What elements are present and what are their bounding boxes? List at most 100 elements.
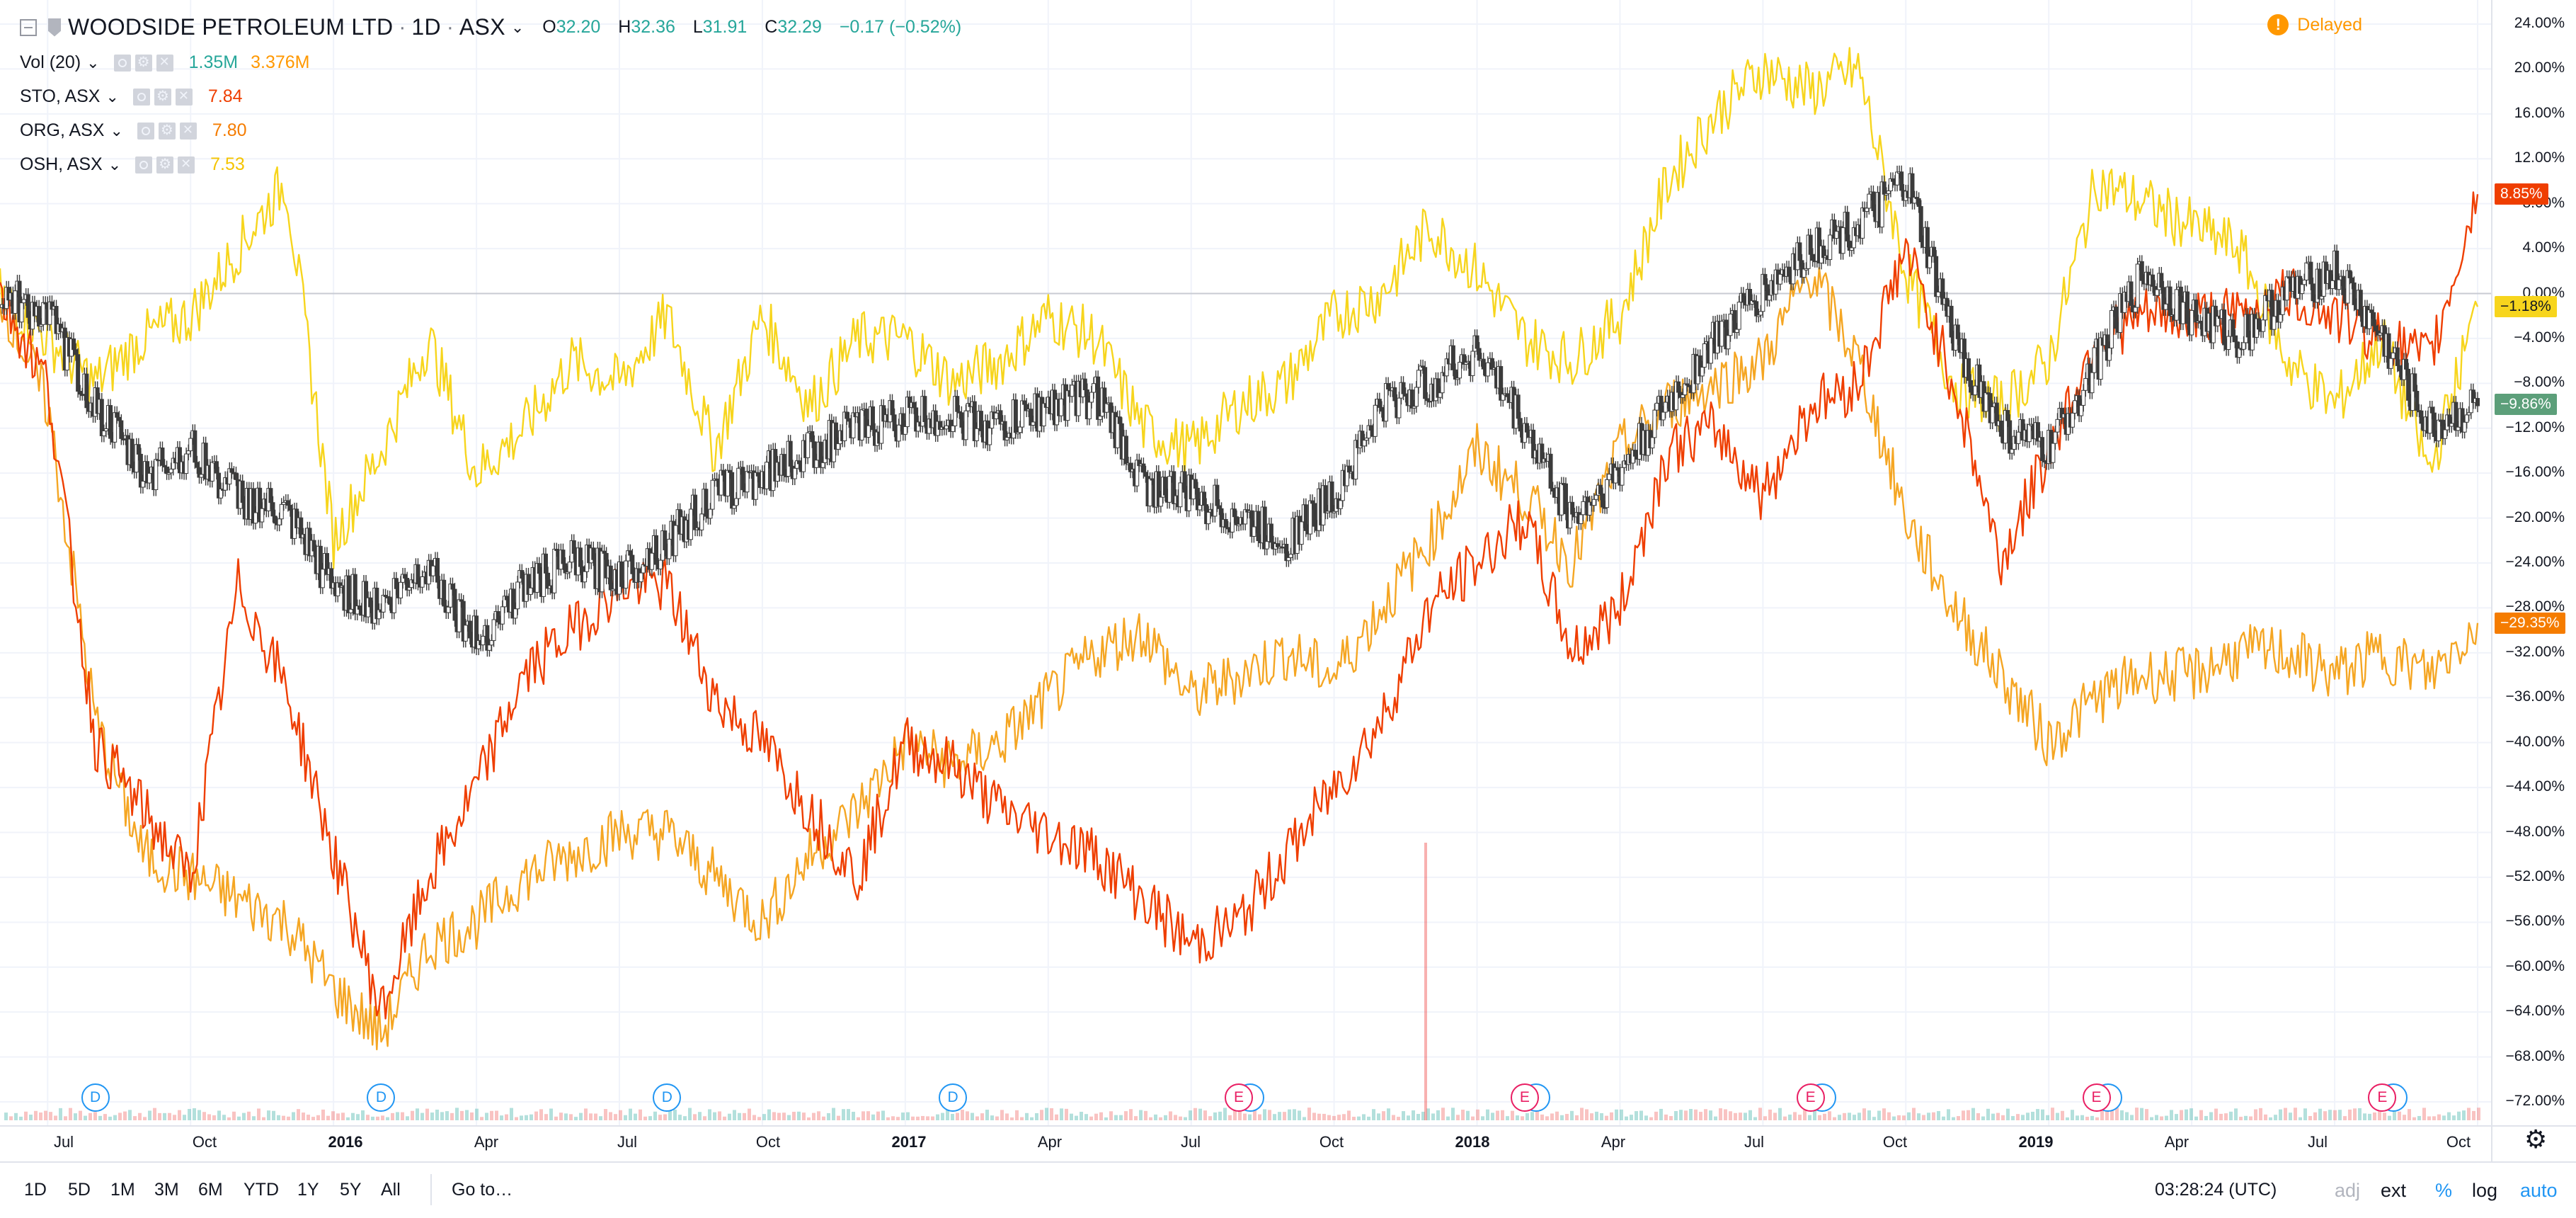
volume-bar bbox=[2279, 1109, 2282, 1120]
chevron-down-icon[interactable]: ⌄ bbox=[510, 18, 525, 36]
gear-icon[interactable] bbox=[134, 53, 152, 72]
last-value-badge: −9.86% bbox=[2495, 393, 2557, 415]
volume-bar bbox=[668, 1108, 672, 1120]
study-buttons bbox=[135, 155, 199, 173]
range-button-5d[interactable]: 5D bbox=[68, 1180, 91, 1200]
volume-bar bbox=[1372, 1109, 1375, 1120]
candle-body bbox=[1548, 453, 1553, 489]
time-tick-label: Oct bbox=[755, 1133, 781, 1151]
volume-bar bbox=[2100, 1110, 2104, 1120]
candle-body bbox=[600, 550, 605, 593]
close-icon[interactable] bbox=[156, 54, 173, 72]
chevron-down-icon[interactable]: ⌄ bbox=[105, 87, 119, 106]
delayed-status[interactable]: ! Delayed bbox=[2267, 14, 2362, 35]
close-icon[interactable] bbox=[179, 122, 197, 140]
study-name[interactable]: ORG, ASX bbox=[20, 120, 105, 140]
close-icon[interactable] bbox=[175, 88, 193, 106]
adj-toggle[interactable]: adj bbox=[2335, 1180, 2361, 1201]
volume-bar bbox=[827, 1112, 830, 1120]
earnings-marker[interactable]: E bbox=[2368, 1083, 2397, 1112]
dividend-marker[interactable]: D bbox=[939, 1083, 968, 1112]
eye-icon[interactable] bbox=[132, 88, 150, 106]
collapse-legend-button[interactable] bbox=[20, 18, 37, 36]
range-button-6m[interactable]: 6M bbox=[198, 1180, 223, 1200]
price-tick-label: −68.00% bbox=[2505, 1047, 2565, 1064]
candle-body bbox=[1288, 554, 1293, 558]
earnings-marker[interactable]: E bbox=[1796, 1083, 1825, 1112]
study-legend-row[interactable]: Vol (20) ⌄ 1.35M 3.376M bbox=[20, 52, 322, 73]
eye-icon[interactable] bbox=[113, 54, 131, 72]
chevron-down-icon[interactable]: ⌄ bbox=[108, 155, 122, 173]
clock-label[interactable]: 03:28:24 (UTC) bbox=[2155, 1180, 2277, 1200]
chevron-down-icon[interactable]: ⌄ bbox=[86, 53, 100, 72]
earnings-marker[interactable]: E bbox=[1510, 1083, 1539, 1112]
earnings-marker[interactable]: E bbox=[2082, 1083, 2111, 1112]
candle-body bbox=[1910, 173, 1915, 204]
gear-icon[interactable] bbox=[158, 121, 176, 140]
auto-toggle[interactable]: auto bbox=[2520, 1180, 2558, 1201]
volume-bar bbox=[1045, 1108, 1048, 1120]
study-name[interactable]: OSH, ASX bbox=[20, 154, 103, 174]
volume-bar bbox=[2363, 1113, 2366, 1120]
gear-icon[interactable]: ⚙ bbox=[2524, 1125, 2548, 1154]
close-icon[interactable] bbox=[178, 156, 195, 173]
gear-icon[interactable] bbox=[154, 87, 171, 106]
candle-body bbox=[630, 554, 635, 574]
volume-bar bbox=[614, 1114, 617, 1120]
candle-body bbox=[1338, 500, 1343, 509]
goto-button[interactable]: Go to… bbox=[452, 1180, 513, 1200]
volume-bar bbox=[1753, 1117, 1757, 1120]
candle-body bbox=[866, 425, 871, 438]
range-button-1d[interactable]: 1D bbox=[24, 1180, 47, 1200]
study-name[interactable]: Vol (20) bbox=[20, 52, 81, 72]
range-button-1y[interactable]: 1Y bbox=[297, 1180, 319, 1200]
volume-bar bbox=[975, 1116, 979, 1120]
volume-bar bbox=[2046, 1115, 2049, 1120]
study-legend-row[interactable]: ORG, ASX ⌄ 7.80 bbox=[20, 120, 260, 141]
chevron-down-icon[interactable]: ⌄ bbox=[110, 121, 123, 140]
percent-toggle[interactable]: % bbox=[2435, 1180, 2453, 1201]
candle-body bbox=[74, 349, 79, 355]
dividend-marker[interactable]: D bbox=[653, 1083, 682, 1112]
earnings-marker[interactable]: E bbox=[1225, 1083, 1253, 1112]
candle-body bbox=[320, 569, 325, 588]
main-series-candles[interactable] bbox=[0, 165, 2480, 657]
volume-bar bbox=[19, 1116, 23, 1120]
study-name[interactable]: STO, ASX bbox=[20, 86, 101, 106]
candle-body bbox=[1969, 380, 1974, 393]
study-legend-row[interactable]: OSH, ASX ⌄ 7.53 bbox=[20, 154, 258, 175]
volume-bar bbox=[2125, 1112, 2129, 1120]
eye-icon[interactable] bbox=[137, 122, 154, 140]
range-button-all[interactable]: All bbox=[381, 1180, 401, 1200]
range-button-3m[interactable]: 3M bbox=[154, 1180, 179, 1200]
log-toggle[interactable]: log bbox=[2472, 1180, 2498, 1201]
osh-series-line[interactable] bbox=[0, 47, 2479, 569]
gear-icon[interactable] bbox=[156, 155, 174, 173]
interval-label[interactable]: 1D bbox=[411, 14, 441, 40]
dividend-marker[interactable]: D bbox=[81, 1083, 110, 1112]
range-button-1m[interactable]: 1M bbox=[110, 1180, 135, 1200]
flag-icon[interactable] bbox=[48, 18, 61, 37]
volume-bar bbox=[1362, 1114, 1366, 1120]
study-legend-row[interactable]: STO, ASX⌄ 7.84 bbox=[20, 86, 256, 107]
price-tick-label: 12.00% bbox=[2514, 149, 2565, 166]
volume-bar bbox=[1942, 1116, 1945, 1120]
range-button-ytd[interactable]: YTD bbox=[244, 1180, 279, 1200]
volume-bar bbox=[1932, 1112, 1935, 1120]
candle-body bbox=[2092, 347, 2097, 373]
volume-bar bbox=[2274, 1115, 2277, 1120]
volume-bar bbox=[331, 1111, 335, 1120]
volume-bar bbox=[529, 1114, 533, 1120]
candle-body bbox=[1849, 247, 1854, 251]
range-button-5y[interactable]: 5Y bbox=[340, 1180, 362, 1200]
ext-toggle[interactable]: ext bbox=[2381, 1180, 2407, 1201]
volume-bar bbox=[2224, 1113, 2228, 1120]
org-series-line[interactable] bbox=[0, 266, 2479, 1051]
candle-body bbox=[736, 467, 741, 499]
eye-icon[interactable] bbox=[135, 156, 153, 173]
volume-bar bbox=[138, 1112, 142, 1120]
dividend-marker[interactable]: D bbox=[367, 1083, 396, 1112]
symbol-title[interactable]: WOODSIDE PETROLEUM LTD bbox=[68, 14, 394, 40]
